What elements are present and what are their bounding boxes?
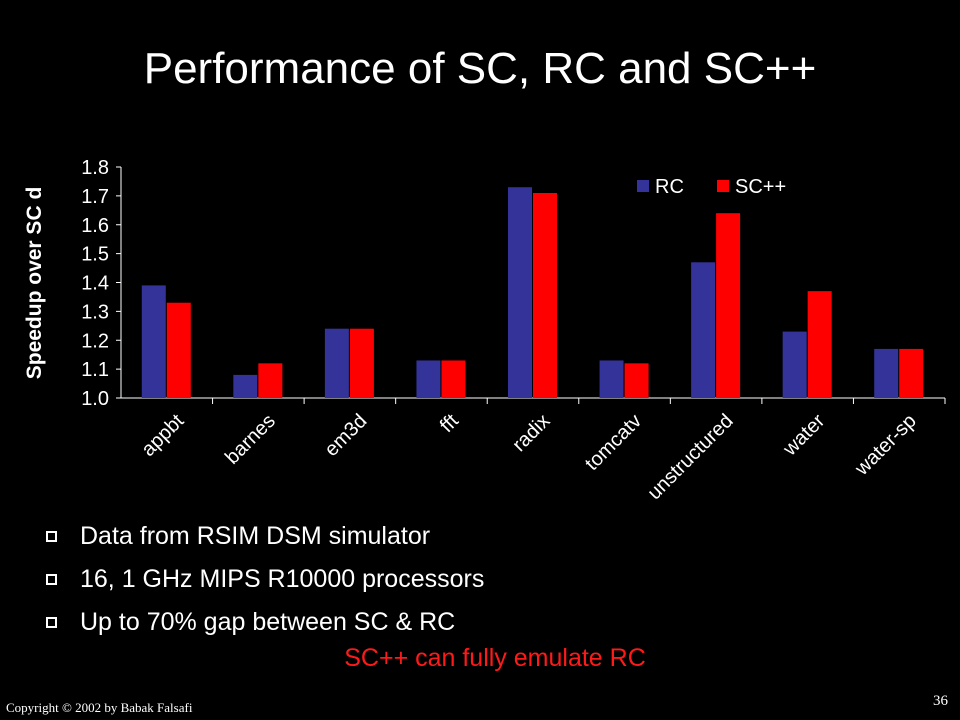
bullet-text: Data from RSIM DSM simulator [80,522,431,550]
bullet-item: Data from RSIM DSM simulator [46,515,484,558]
y-tick-label: 1.0 [81,388,109,410]
y-tick-label: 1.4 [81,273,109,295]
bar-rc-appbt [141,285,166,398]
bar-scpp-water-sp [899,348,924,398]
checkbox-bullet-icon [46,574,57,585]
bar-rc-radix [508,187,532,398]
bar-rc-em3d [324,328,349,398]
legend-swatch-rc [637,180,649,192]
bar-rc-unstructured [691,262,716,398]
x-tick-label: barnes [221,410,280,469]
y-tick-label: 1.1 [81,359,109,381]
x-tick-label: tomcatv [581,410,646,475]
bar-rc-tomcatv [599,360,624,398]
bullet-list: Data from RSIM DSM simulator 16, 1 GHz M… [46,515,484,644]
y-tick-label: 1.2 [81,330,109,352]
y-tick-label: 1.5 [81,244,109,266]
copyright-notice: Copyright © 2002 by Babak Falsafi [6,700,193,715]
x-tick-label: water [778,410,829,461]
checkbox-bullet-icon [46,531,57,542]
speedup-bar-chart: 1.0 1.1 1.2 1.3 1.4 1.5 1.6 1.7 1.8 Speedup over … [23,157,946,504]
legend-swatch-scpp [717,180,729,192]
legend-label: RC [655,176,684,198]
bullet-item: Up to 70% gap between SC & RC [46,601,484,644]
bar-rc-water-sp [874,348,899,398]
bar-rc-water [782,331,807,398]
x-tick-label: em3d [320,410,371,461]
bar-rc-barnes [233,374,258,398]
x-tick-label: radix [508,410,554,456]
y-tick-label: 1.8 [81,157,109,179]
slide-title: Performance of SC, RC and SC++ [143,44,817,93]
bar-rc-fft [416,360,441,398]
y-tick-label: 1.3 [81,301,109,323]
bullet-text: Up to 70% gap between SC & RC [80,608,456,636]
bar-scpp-unstructured [716,213,741,398]
bar-scpp-appbt [166,302,191,398]
x-tick-label: fft [436,410,463,437]
bullet-item: 16, 1 GHz MIPS R10000 processors [46,558,484,601]
checkbox-bullet-icon [46,617,57,628]
x-tick-label: appbt [137,410,188,461]
page-number: 36 [933,693,948,709]
bar-scpp-em3d [349,328,374,398]
bullet-text: 16, 1 GHz MIPS R10000 processors [80,565,485,593]
bar-scpp-radix [533,192,557,398]
bar-scpp-water [807,291,832,398]
y-tick-label: 1.6 [81,215,109,237]
bar-scpp-tomcatv [624,363,649,398]
x-tick-label: water-sp [850,410,921,481]
y-axis-title: Speedup over SC d [23,187,46,380]
x-tick-label: unstructured [643,410,737,504]
legend-label: SC++ [735,176,786,198]
y-tick-label: 1.7 [81,186,109,208]
highlight-note: SC++ can fully emulate RC [344,644,646,672]
bar-scpp-barnes [258,363,283,398]
bar-scpp-fft [441,360,466,398]
